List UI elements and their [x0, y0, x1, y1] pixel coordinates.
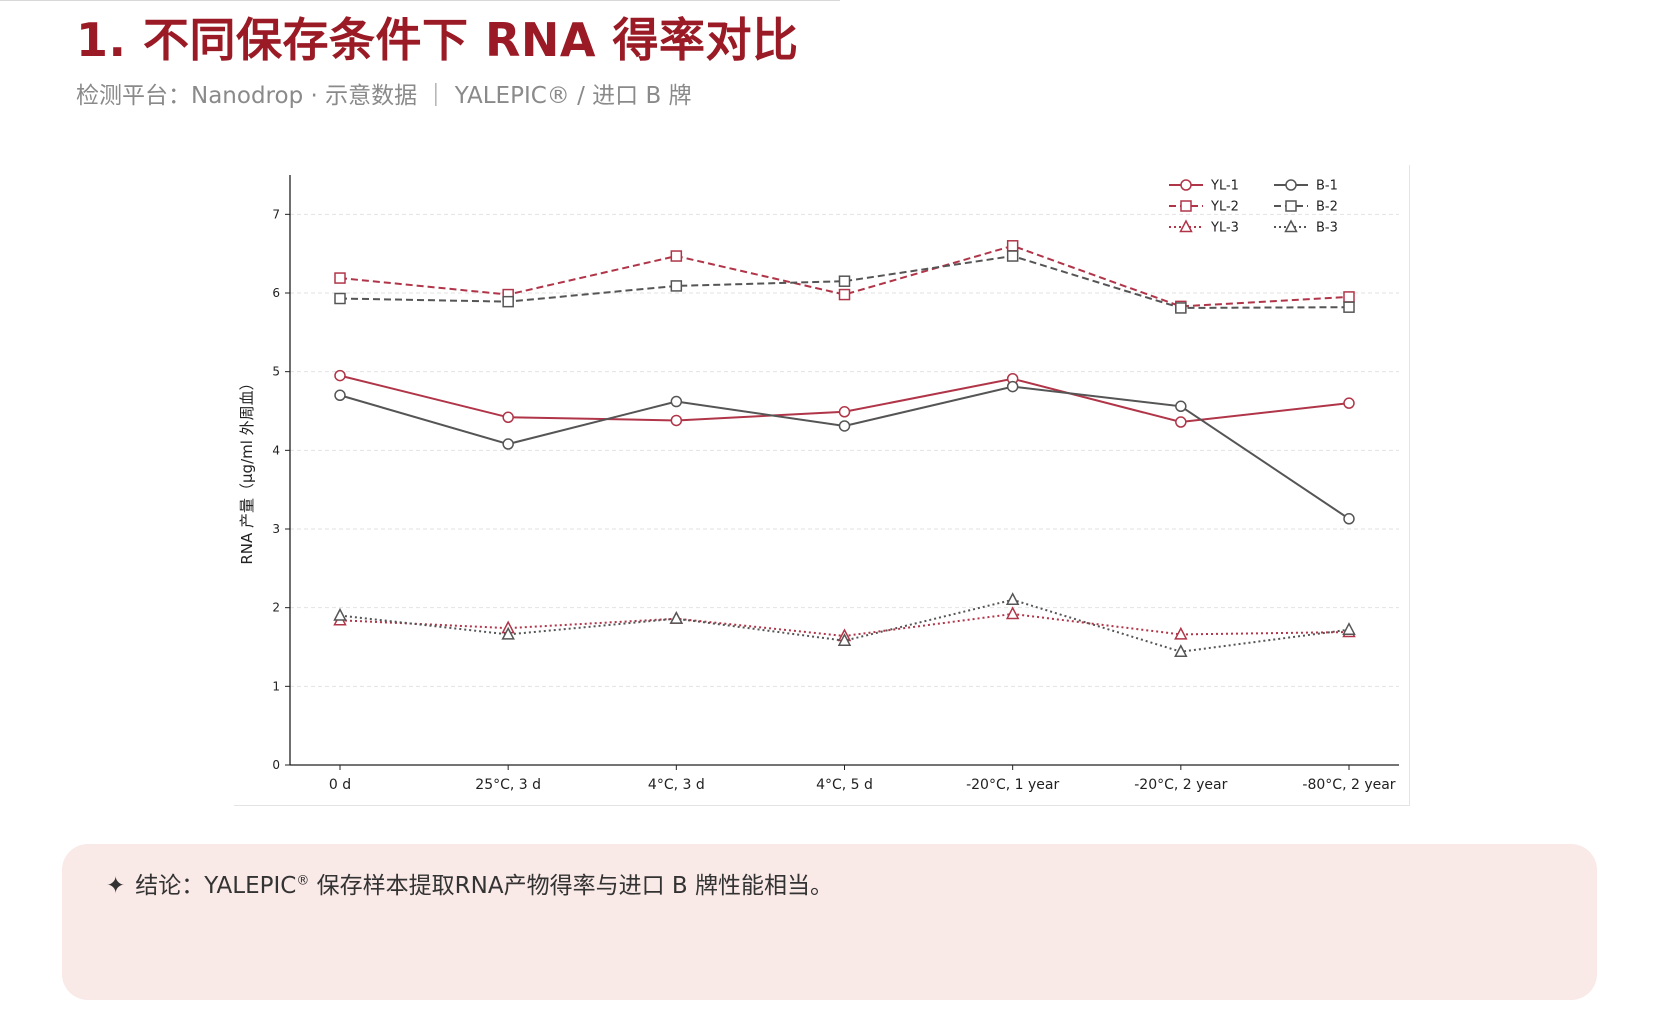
conclusion-panel: ✦ 结论：YALEPIC® 保存样本提取RNA产物得率与进口 B 牌性能相当。: [62, 844, 1597, 1000]
data-point-yl-2: [838, 288, 851, 301]
data-point-b-2: [838, 275, 851, 287]
data-point-b-1: [334, 389, 346, 402]
x-tick-label: -20°C, 2 year: [1134, 777, 1227, 793]
data-point-b-1: [502, 438, 514, 450]
x-tick-label: 4°C, 5 d: [816, 777, 873, 793]
conclusion-prefix: 结论：YALEPIC: [135, 873, 297, 899]
data-point-b-2: [1343, 301, 1355, 313]
y-axis-label: RNA 产量（μg/ml 外周血）: [238, 375, 256, 564]
data-point-yl-1: [502, 411, 514, 424]
data-point-b-2: [1175, 302, 1187, 314]
legend-label-b-3: B-3: [1316, 221, 1338, 236]
data-point-b-1: [1343, 513, 1355, 525]
conclusion-text: ✦ 结论：YALEPIC® 保存样本提取RNA产物得率与进口 B 牌性能相当。: [106, 866, 833, 900]
x-tick-label: -80°C, 2 year: [1302, 777, 1395, 793]
legend-label-yl-1: YL-1: [1210, 179, 1239, 194]
y-tick-label: 7: [272, 207, 280, 221]
x-tick-label: 25°C, 3 d: [475, 777, 541, 793]
chart-container: 0 1 2 3 4 5 6 7 0 d 25°C, 3 d 4°C, 3 d 4°C, 5 d -20°…: [234, 165, 1410, 806]
data-point-yl-1: [670, 414, 683, 427]
conclusion-suffix: 保存样本提取RNA产物得率与进口 B 牌性能相当。: [309, 873, 833, 899]
top-divider: [0, 0, 840, 1]
x-tick-label: 0 d: [329, 777, 351, 793]
data-point-yl-3: [1174, 626, 1188, 640]
data-point-yl-2: [670, 250, 683, 262]
x-tick-label: -20°C, 1 year: [966, 777, 1059, 793]
x-tick-label: 4°C, 3 d: [648, 777, 705, 793]
data-point-yl-2: [1343, 291, 1355, 303]
data-point-b-3: [1005, 592, 1020, 606]
data-point-yl-2: [1006, 240, 1019, 252]
data-point-b-1: [1006, 380, 1019, 393]
y-tick-label: 5: [272, 365, 280, 379]
data-point-yl-3: [1005, 606, 1020, 620]
data-point-b-1: [670, 395, 683, 408]
data-point-yl-1: [1175, 416, 1187, 428]
data-point-yl-2: [334, 272, 346, 284]
data-point-b-3: [1174, 644, 1188, 657]
y-tick-label: 0: [272, 758, 280, 772]
data-point-yl-1: [838, 406, 851, 418]
data-point-b-2: [1006, 250, 1019, 262]
legend-marker-yl-2: [1180, 200, 1192, 212]
data-point-yl-1: [334, 369, 346, 382]
data-point-yl-1: [1343, 397, 1355, 409]
y-tick-label: 4: [272, 443, 280, 457]
legend-marker-yl-3: [1179, 219, 1193, 233]
data-point-b-3: [1342, 622, 1356, 635]
data-point-b-2: [334, 292, 346, 305]
legend-label-b-1: B-1: [1316, 179, 1338, 194]
legend-marker-b-1: [1285, 179, 1297, 191]
y-tick-label: 2: [272, 601, 280, 615]
legend-label-b-2: B-2: [1316, 200, 1338, 215]
data-point-b-2: [502, 295, 514, 308]
legend-marker-b-3: [1284, 219, 1298, 233]
legend-marker-b-2: [1285, 200, 1297, 212]
registered-mark: ®: [296, 873, 310, 889]
data-point-b-3: [837, 633, 852, 646]
legend-label-yl-2: YL-2: [1210, 200, 1239, 215]
page-title: 1. 不同保存条件下 RNA 得率对比: [76, 13, 799, 67]
y-tick-label: 6: [272, 286, 280, 300]
data-point-b-3: [669, 611, 684, 624]
sparkle-icon: ✦: [106, 873, 126, 899]
data-point-b-2: [670, 280, 683, 292]
legend-marker-yl-1: [1180, 179, 1192, 191]
data-point-b-3: [501, 626, 515, 640]
data-point-b-1: [838, 420, 851, 432]
legend-label-yl-3: YL-3: [1210, 221, 1239, 236]
rna-yield-line-chart: 0 1 2 3 4 5 6 7 0 d 25°C, 3 d 4°C, 3 d 4°C, 5 d -20°…: [238, 175, 1399, 793]
y-tick-label: 1: [272, 679, 280, 693]
data-point-b-3: [333, 607, 347, 621]
data-point-b-1: [1175, 400, 1187, 413]
page-subtitle: 检测平台：Nanodrop · 示意数据 ｜ YALEPIC® / 进口 B 牌: [76, 83, 692, 109]
y-tick-label: 3: [272, 522, 280, 536]
